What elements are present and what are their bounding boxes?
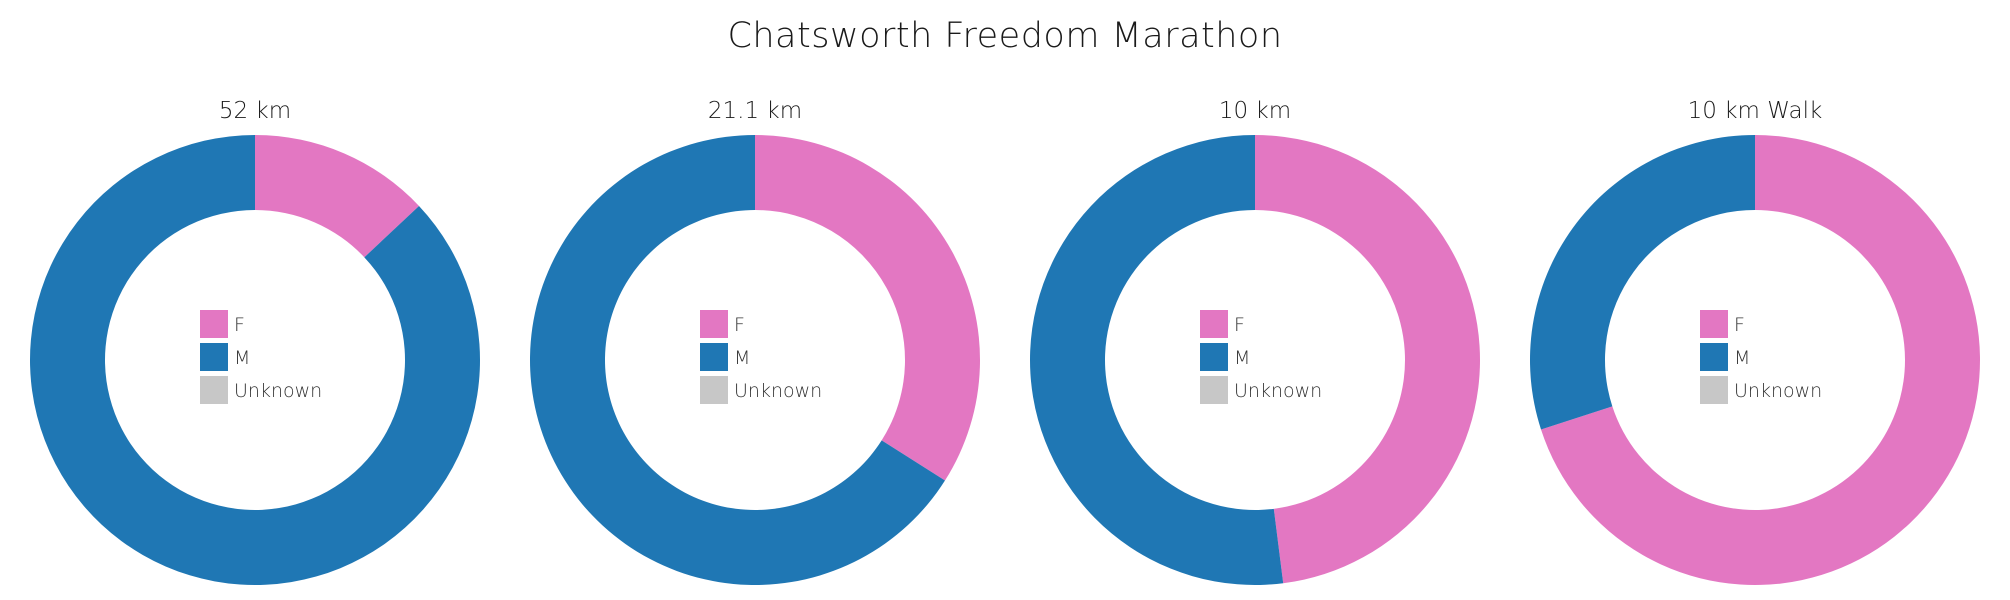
panel-title: 10 km [1219,98,1291,124]
slice-m [1530,135,1755,430]
legend-swatch-m [200,343,228,371]
legend-swatch-m [700,343,728,371]
slice-m [1030,135,1284,585]
slice-f [1255,135,1481,584]
legend-label-unknown: Unknown [1234,380,1322,402]
legend-swatch-f [700,310,728,338]
legend-label-f: F [1234,314,1245,336]
legend-swatch-f [200,310,228,338]
slice-f [1541,135,1980,585]
legend-swatch-unknown [1200,376,1228,404]
legend-swatch-unknown [1700,376,1728,404]
legend-label-f: F [1734,314,1745,336]
panel-title: 21.1 km [708,98,802,124]
slice-m [30,135,481,585]
legend-swatch-f [1700,310,1728,338]
legend-label-m: M [1734,347,1750,369]
slice-f [255,135,420,258]
legend-label-m: M [734,347,750,369]
slice-f [755,135,980,481]
panel-title: 10 km Walk [1688,98,1823,124]
legend-swatch-unknown [700,376,728,404]
donut-chart-4: 10 km Walk FM Unknown [1530,98,1980,585]
legend-swatch-unknown [200,376,228,404]
legend-label-m: M [234,347,250,369]
legend-swatch-f [1200,310,1228,338]
legend-label-m: M [1234,347,1250,369]
slice-m [530,135,945,585]
donut-chart-1: 52 km FM Unknown [30,98,481,585]
legend-label-unknown: Unknown [734,380,822,402]
legend-label-f: F [734,314,745,336]
legend-swatch-m [1700,343,1728,371]
donut-chart-3: 10 km FM Unknown [1030,98,1481,585]
legend-label-unknown: Unknown [234,380,322,402]
legend-label-unknown: Unknown [1734,380,1822,402]
panel-title: 52 km [219,98,291,124]
legend-label-f: F [234,314,245,336]
legend-swatch-m [1200,343,1228,371]
chart-title: Chatsworth Freedom Marathon [727,16,1283,56]
donut-chart-2: 21.1 km FM Unknown [530,98,980,585]
